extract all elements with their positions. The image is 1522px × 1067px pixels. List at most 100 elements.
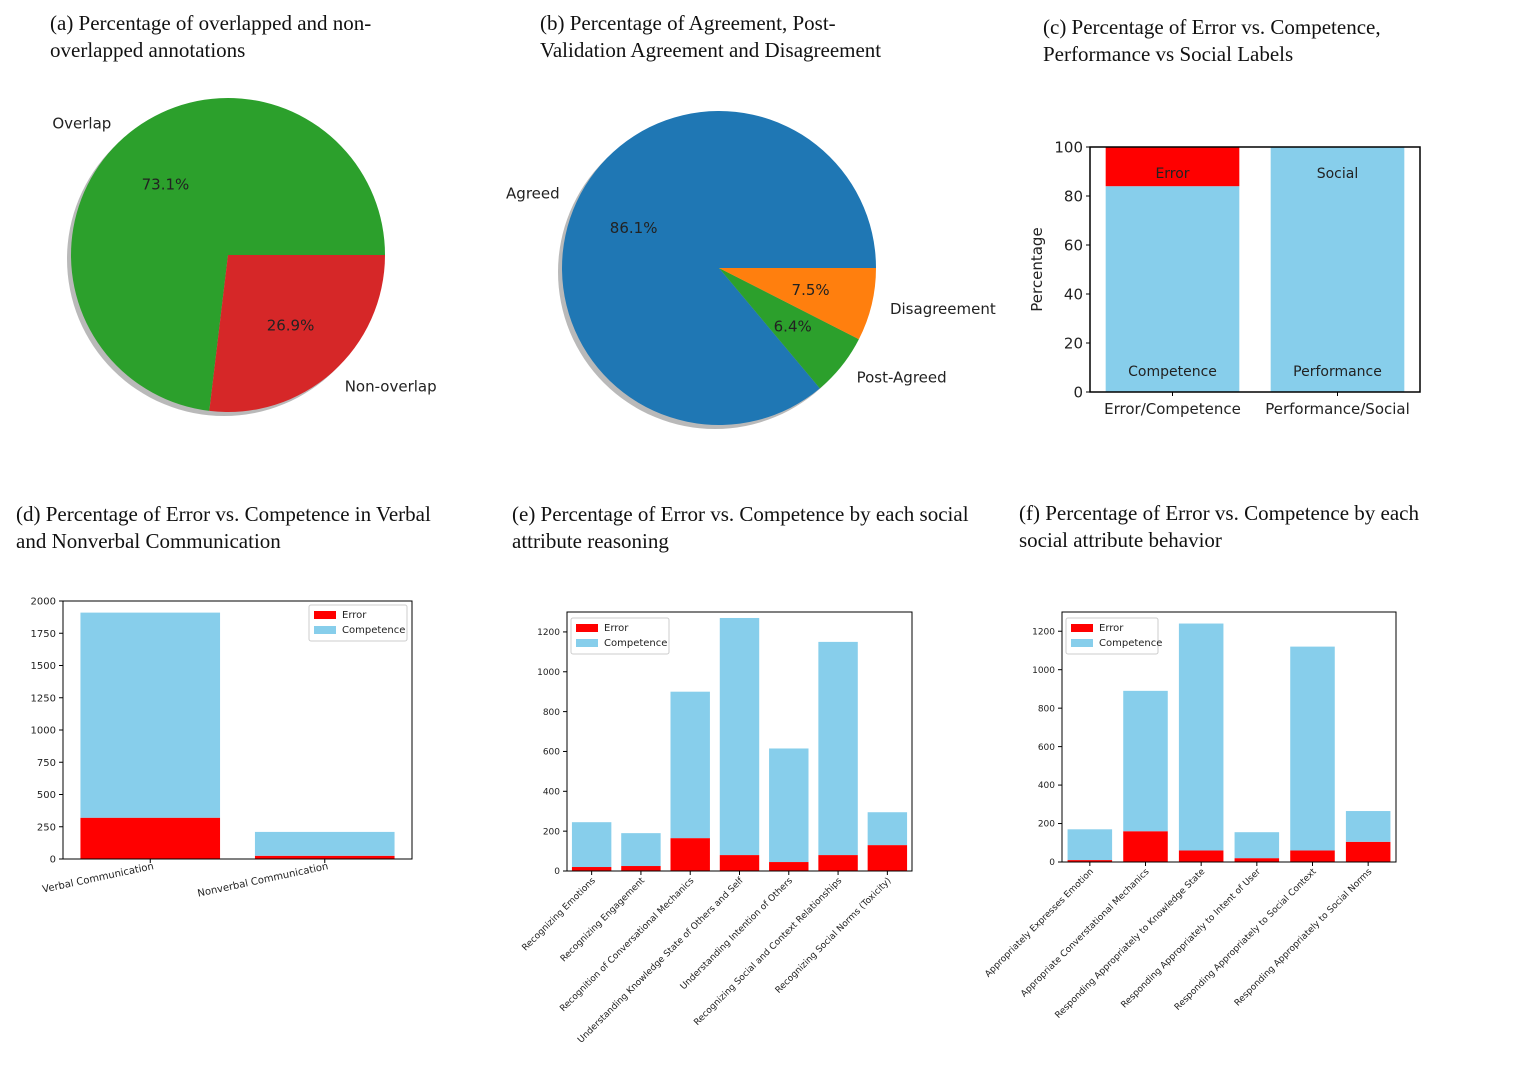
legend-label: Competence — [604, 638, 667, 649]
caption-e-line1: (e) Percentage of Error vs. Competence b… — [512, 502, 969, 526]
y-tick-label: 60 — [1064, 236, 1083, 254]
caption-a: (a) Percentage of overlapped and non- ov… — [50, 10, 371, 64]
bar-competence — [769, 748, 809, 863]
y-tick-label: 1000 — [31, 726, 56, 737]
pie-slice — [719, 268, 859, 389]
x-tick-label: Performance/Social — [1265, 400, 1410, 418]
y-tick-label: 1200 — [537, 628, 560, 638]
bar-top-label: Social — [1317, 166, 1359, 182]
bar-error — [80, 817, 221, 859]
legend-label: Error — [1099, 623, 1124, 634]
y-tick-label: 200 — [543, 827, 560, 837]
x-tick-label: Understanding Knowledge State of Others … — [576, 875, 746, 1045]
plot-frame — [1089, 146, 1421, 393]
pie-slice — [719, 268, 876, 340]
plot-frame — [62, 600, 413, 860]
y-tick-label: 2000 — [31, 597, 56, 608]
pie-label: Post-Agreed — [857, 369, 947, 387]
y-tick-label: 1000 — [1032, 666, 1055, 676]
bar-competence — [1178, 623, 1224, 851]
caption-a-line2: overlapped annotations — [50, 38, 246, 62]
bar-competence — [1234, 832, 1280, 859]
y-tick-label: 250 — [37, 822, 56, 833]
legend-swatch — [576, 624, 598, 632]
bar-bottom-label: Competence — [1128, 364, 1217, 380]
pie-pct-label: 86.1% — [610, 219, 658, 237]
x-tick-label: Error/Competence — [1104, 400, 1241, 418]
y-tick-label: 400 — [543, 787, 560, 797]
caption-b-line2: Validation Agreement and Disagreement — [540, 38, 882, 62]
y-tick-label: 40 — [1064, 285, 1083, 303]
legend-label: Error — [604, 623, 629, 634]
bar-bottom-label: Performance — [1293, 364, 1382, 380]
x-tick-label: Recognizing Social Norms (Toxicity) — [774, 876, 894, 996]
bar-competence — [1067, 829, 1113, 861]
y-tick-label: 1250 — [31, 693, 56, 704]
caption-f: (f) Percentage of Error vs. Competence b… — [1019, 500, 1419, 554]
plot-frame — [566, 611, 913, 872]
x-tick-label: Appropriate Converstational Mechanics — [1019, 867, 1152, 1000]
x-tick-label: Recognizing Engagement — [559, 876, 647, 964]
caption-e-line2: attribute reasoning — [512, 529, 669, 553]
caption-a-line1: (a) Percentage of overlapped and non- — [50, 11, 372, 35]
bar-competence-performance — [1270, 147, 1405, 392]
bar-error — [1345, 841, 1391, 862]
bar-competence — [867, 812, 908, 846]
y-tick-label: 800 — [1038, 704, 1055, 714]
bar-competence — [254, 831, 395, 856]
bar-error — [571, 867, 612, 871]
bar-error — [719, 855, 760, 871]
y-tick-label: 750 — [37, 758, 56, 769]
legend-swatch — [314, 611, 336, 619]
bar-competence — [1290, 646, 1335, 851]
bar-chart-d: 0 250 500 750 1000 1250 1500 1750 2000 Verbal Com… — [31, 597, 413, 900]
caption-d-line2: and Nonverbal Communication — [16, 529, 281, 553]
caption-f-line2: social attribute behavior — [1019, 528, 1222, 552]
bar-competence — [621, 833, 661, 867]
pie-slice — [70, 97, 385, 411]
bar-error — [670, 838, 710, 871]
bar-error — [1178, 850, 1224, 862]
caption-c: (c) Percentage of Error vs. Competence, … — [1043, 14, 1381, 68]
bar-error — [1123, 831, 1168, 862]
caption-f-line1: (f) Percentage of Error vs. Competence b… — [1019, 501, 1419, 525]
plot-frame — [1061, 611, 1397, 863]
bar-error — [818, 855, 858, 871]
pie-slice — [209, 255, 385, 412]
legend-swatch — [314, 626, 336, 634]
legend-swatch — [576, 639, 598, 647]
y-axis-label: Percentage — [1028, 227, 1046, 311]
caption-d: (d) Percentage of Error vs. Competence i… — [16, 501, 431, 555]
bar-error — [769, 862, 809, 871]
bar-error — [621, 866, 661, 871]
y-tick-label: 400 — [1038, 781, 1055, 791]
pie-label: Overlap — [52, 114, 111, 132]
bar-competence — [1123, 690, 1168, 832]
pie-chart-a: Overlap 73.1% Non-overlap 26.9% — [52, 97, 437, 416]
pie-label: Non-overlap — [345, 378, 437, 396]
legend-label: Competence — [1099, 638, 1162, 649]
y-tick-label: 1200 — [1032, 627, 1055, 637]
pie-pct-label: 26.9% — [267, 316, 315, 334]
caption-e: (e) Percentage of Error vs. Competence b… — [512, 501, 969, 555]
bar-top-label: Error — [1155, 166, 1189, 182]
y-tick-label: 800 — [543, 708, 560, 718]
bar-error-social — [1105, 147, 1240, 187]
legend-label: Competence — [342, 625, 405, 636]
caption-b-line1: (b) Percentage of Agreement, Post- — [540, 11, 836, 35]
y-tick-label: 500 — [37, 790, 56, 801]
x-tick-label: Verbal Communication — [41, 861, 154, 895]
pie-chart-b: Agreed 86.1% Post-Agreed 6.4% Disagreement 7.… — [506, 110, 996, 429]
y-tick-label: 0 — [554, 867, 560, 877]
y-tick-label: 80 — [1064, 187, 1083, 205]
bar-chart-f: 0 200 400 600 800 1000 1200 Appropriately Expre… — [983, 611, 1397, 1021]
y-tick-label: 1000 — [537, 668, 560, 678]
bar-competence — [80, 612, 221, 818]
y-tick-label: 600 — [1038, 743, 1055, 753]
caption-c-line1: (c) Percentage of Error vs. Competence, — [1043, 15, 1381, 39]
x-tick-label: Understanding Intention of Others — [679, 876, 795, 992]
y-tick-label: 100 — [1054, 138, 1083, 156]
x-tick-label: Nonverbal Communication — [197, 861, 330, 899]
